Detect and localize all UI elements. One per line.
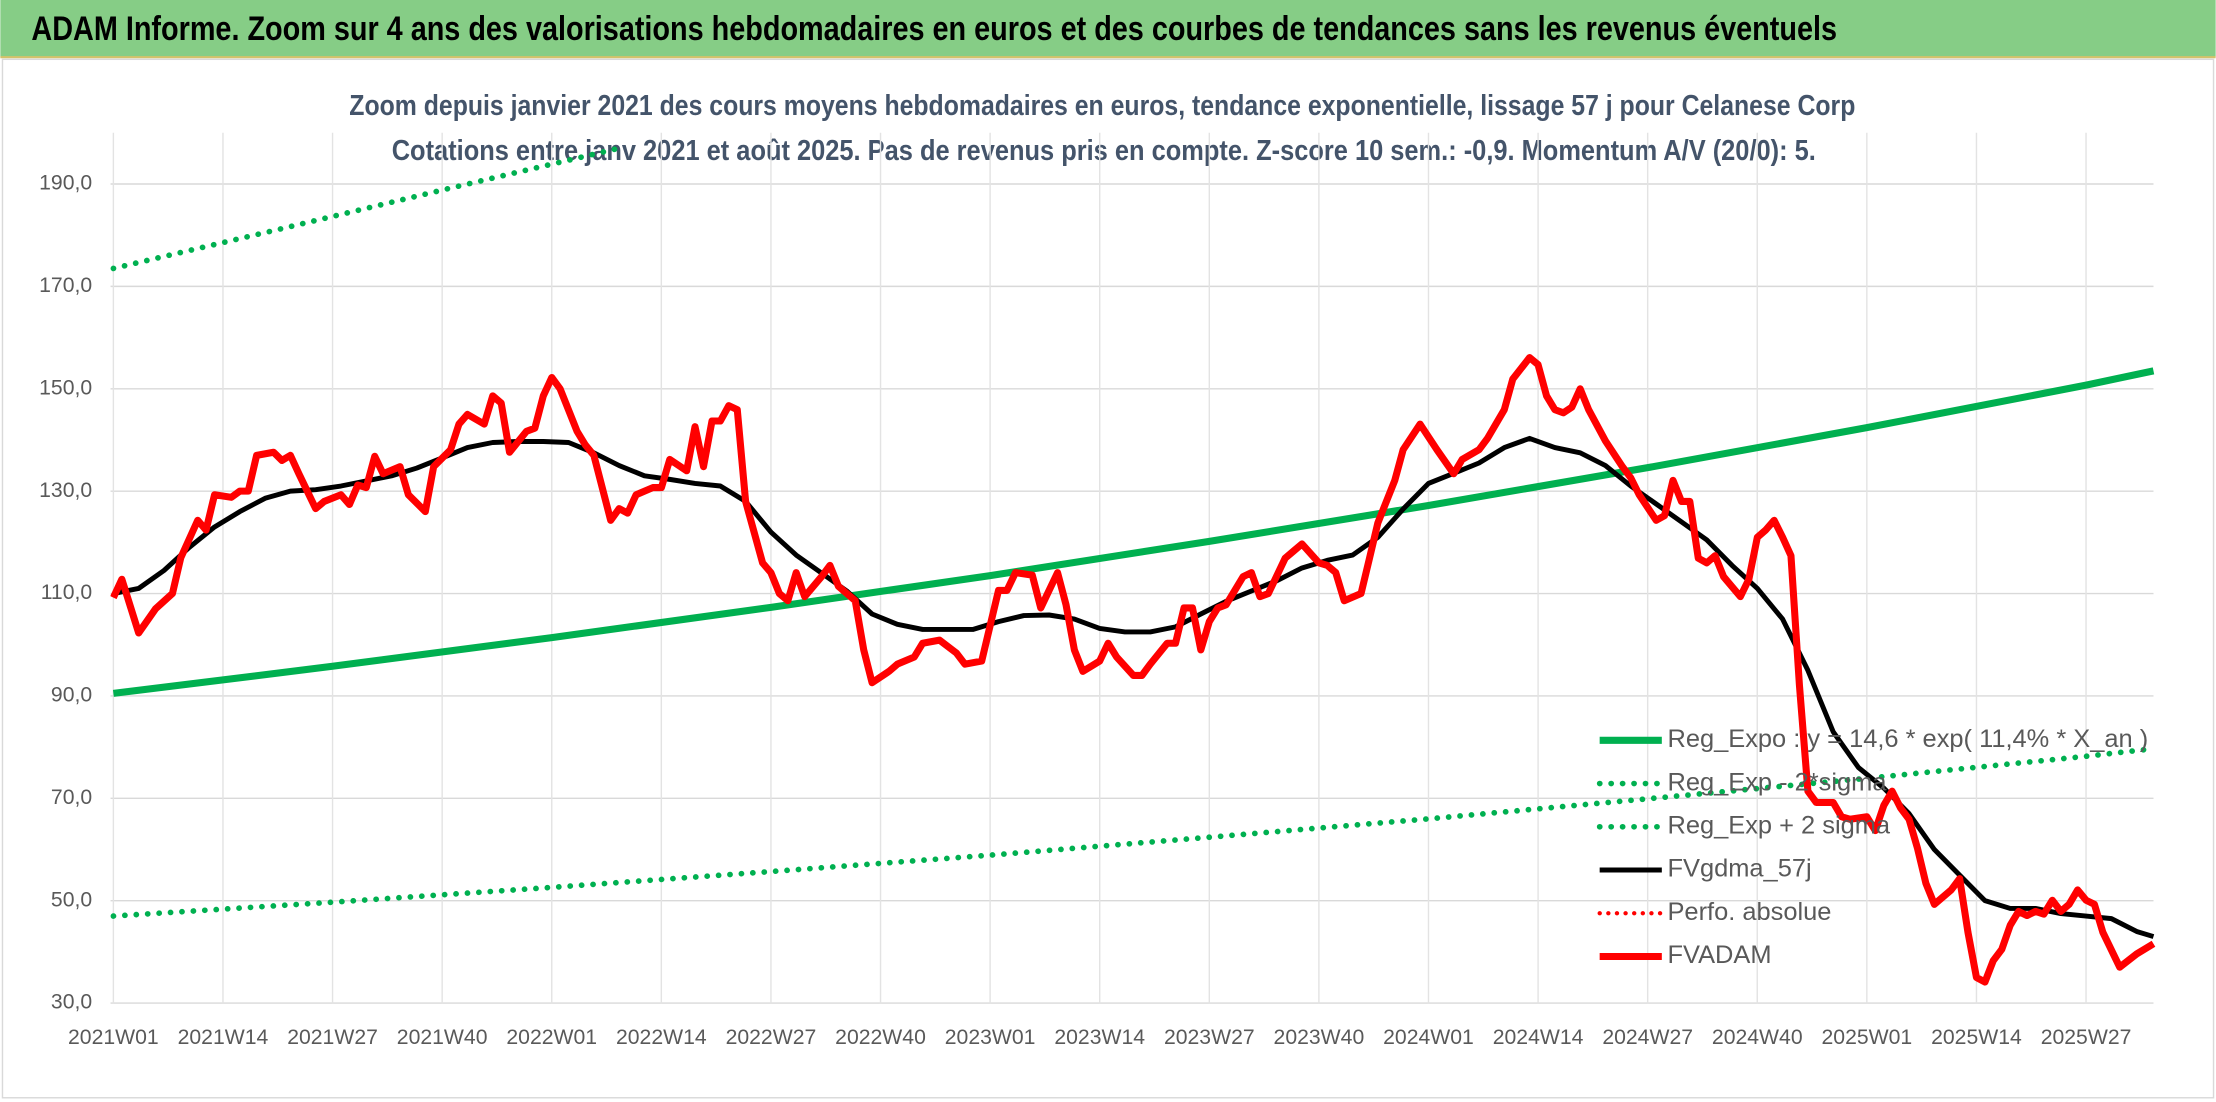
legend-label: Reg_Exp - 2*sigma [1667, 768, 1887, 796]
x-tick-label: 2023W27 [1164, 1026, 1255, 1049]
x-tick-label: 2023W01 [945, 1026, 1036, 1049]
x-tick-label: 2022W01 [506, 1026, 597, 1049]
x-tick-label: 2022W14 [616, 1026, 707, 1049]
series-line [110, 145, 622, 272]
y-tick-label: 150,0 [39, 376, 92, 399]
y-tick-label: 50,0 [51, 888, 92, 911]
legend-label: FVgdma_57j [1667, 855, 1811, 883]
legend: Reg_Expo : y = 14,6 * exp( 11,4% * X_an … [1596, 725, 2148, 969]
x-tick-label: 2021W40 [397, 1026, 488, 1049]
x-tick-label: 2022W40 [835, 1026, 926, 1049]
chart-border [1, 58, 2215, 1099]
y-tick-label: 130,0 [39, 479, 92, 502]
legend-label: FVADAM [1667, 941, 1771, 969]
x-tick-label: 2021W27 [287, 1026, 378, 1049]
plot [110, 145, 2157, 986]
y-tick-label: 170,0 [39, 274, 92, 297]
x-tick-label: 2021W01 [68, 1026, 159, 1049]
series-line [110, 745, 2157, 919]
series-line [112, 435, 2155, 939]
x-tick-label: 2025W01 [1822, 1026, 1913, 1049]
y-tick-label: 30,0 [51, 991, 92, 1014]
x-tick-label: 2023W40 [1274, 1026, 1365, 1049]
legend-label: Perfo. absolue [1667, 898, 1831, 926]
y-tick-label: 70,0 [51, 786, 92, 809]
y-tick-label: 110,0 [41, 581, 92, 604]
x-tick-label: 2024W14 [1493, 1026, 1584, 1049]
x-tick-label: 2025W27 [2041, 1026, 2132, 1049]
x-tick-label: 2021W14 [178, 1026, 269, 1049]
chart-subtitle: Cotations entre janv 2021 et août 2025. … [392, 134, 1816, 166]
x-tick-label: 2022W27 [726, 1026, 817, 1049]
series-line [112, 367, 2155, 697]
x-tick-label: 2024W01 [1383, 1026, 1474, 1049]
x-tick-label: 2025W14 [1931, 1026, 2022, 1049]
header-title: ADAM Informe. Zoom sur 4 ans des valoris… [31, 10, 1837, 48]
y-tick-label: 190,0 [39, 172, 92, 195]
series-line [110, 354, 2156, 986]
x-tick-label: 2024W27 [1602, 1026, 1693, 1049]
header-bar [0, 0, 2216, 57]
y-tick-label: 90,0 [51, 684, 92, 707]
x-tick-label: 2023W14 [1054, 1026, 1145, 1049]
chart-title: Zoom depuis janvier 2021 des cours moyen… [349, 89, 1855, 121]
legend-label: Reg_Exp + 2 sigma [1667, 812, 1890, 840]
legend-label: Reg_Expo : y = 14,6 * exp( 11,4% * X_an … [1667, 725, 2148, 753]
x-tick-label: 2024W40 [1712, 1026, 1803, 1049]
